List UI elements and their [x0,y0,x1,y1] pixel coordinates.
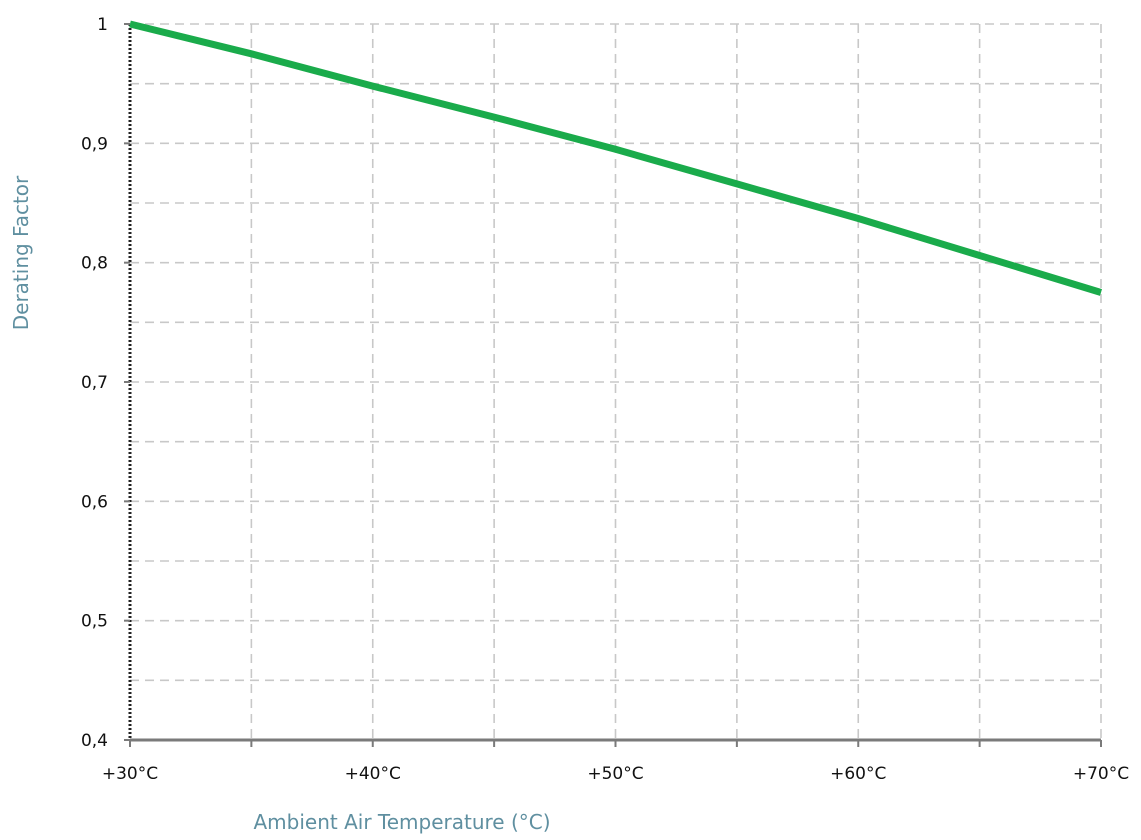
axes [124,23,1102,747]
y-tick-label: 0,5 [81,612,108,632]
y-axis-title: Derating Factor [9,175,33,330]
y-tick-label: 0,6 [81,492,108,512]
y-tick-label: 0,9 [81,134,108,154]
grid-lines [130,23,1102,740]
x-tick-label: +70°C [1073,764,1129,784]
x-tick-label: +30°C [102,764,158,784]
y-tick-label: 0,4 [81,731,108,751]
series-layer [129,20,1103,296]
x-tick-label: +40°C [345,764,401,784]
x-tick-label: +60°C [830,764,886,784]
y-tick-label: 0,7 [81,373,108,393]
x-axis-title: Ambient Air Temperature (°C) [253,810,550,834]
y-tick-labels: 0,4 0,5 0,6 0,7 0,8 0,9 1 [81,15,108,751]
x-tick-labels: +30°C +40°C +50°C +60°C +70°C [102,764,1129,784]
y-tick-label: 0,8 [81,254,108,274]
x-tick-label: +50°C [587,764,643,784]
y-tick-label: 1 [97,15,108,35]
